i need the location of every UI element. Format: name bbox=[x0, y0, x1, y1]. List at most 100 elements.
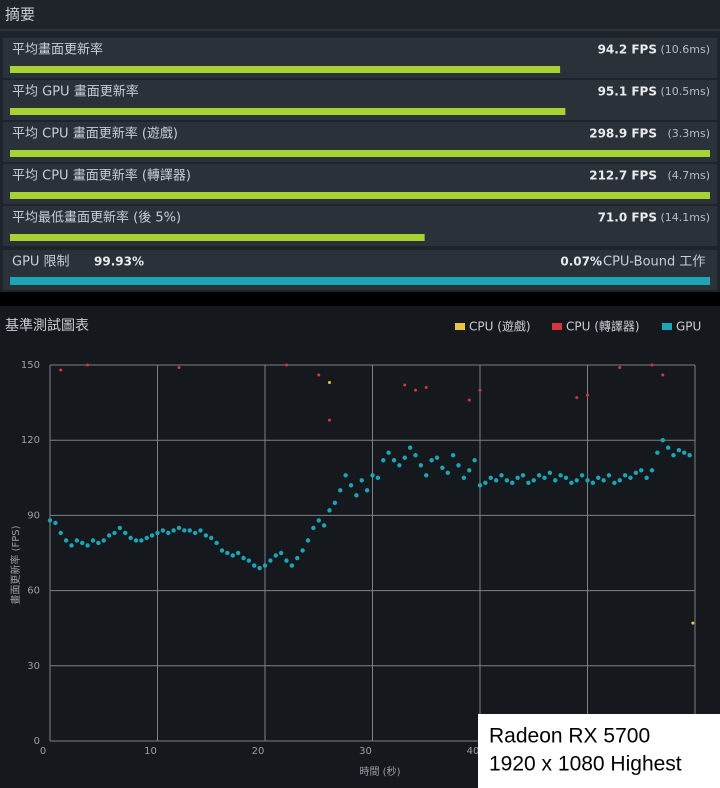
point bbox=[90, 538, 96, 543]
x-axis-label: 時間 (秒) bbox=[360, 765, 401, 778]
point bbox=[477, 483, 483, 488]
legend-swatch bbox=[455, 323, 465, 330]
point bbox=[585, 478, 590, 483]
bar bbox=[10, 234, 425, 241]
row-label: GPU 限制 bbox=[12, 255, 70, 270]
x-tick-label: 10 bbox=[144, 746, 157, 757]
point bbox=[558, 473, 563, 478]
point bbox=[639, 468, 644, 473]
point bbox=[332, 500, 338, 506]
point bbox=[176, 525, 182, 531]
x-tick-label: 20 bbox=[252, 746, 265, 757]
point bbox=[402, 455, 407, 460]
point bbox=[547, 470, 553, 475]
point bbox=[665, 445, 671, 450]
gpu-limit-value: 99.93% bbox=[94, 255, 144, 269]
chart-panel bbox=[0, 306, 720, 788]
point bbox=[375, 475, 381, 480]
point bbox=[472, 458, 477, 463]
point bbox=[671, 453, 676, 458]
point bbox=[69, 543, 74, 548]
y-tick-label: 150 bbox=[21, 360, 40, 371]
point bbox=[252, 563, 257, 568]
point bbox=[450, 453, 456, 458]
summary: 平均畫面更新率 94.2 FPS (10.6ms) 平均 GPU 畫面更新率 95.1 … bbox=[3, 38, 717, 290]
point bbox=[58, 530, 63, 536]
summary-title: 摘要 bbox=[5, 6, 35, 24]
x-tick-label: 30 bbox=[359, 746, 372, 757]
point bbox=[74, 538, 80, 543]
point bbox=[536, 473, 542, 478]
point bbox=[198, 528, 203, 533]
point bbox=[327, 508, 332, 513]
point bbox=[650, 363, 654, 367]
point bbox=[273, 553, 278, 558]
point bbox=[133, 538, 139, 543]
legend-label: GPU bbox=[676, 320, 701, 334]
point bbox=[414, 388, 417, 392]
point bbox=[311, 525, 316, 531]
point bbox=[628, 475, 633, 480]
point bbox=[128, 535, 133, 541]
point bbox=[403, 383, 407, 387]
overlay-line: Radeon RX 5700 bbox=[489, 725, 650, 748]
row-frametime: (4.7ms) bbox=[667, 169, 710, 182]
point bbox=[364, 488, 370, 493]
point bbox=[225, 550, 230, 556]
y-tick-label: 0 bbox=[34, 736, 40, 747]
legend-swatch bbox=[552, 323, 562, 330]
point bbox=[661, 373, 665, 377]
point bbox=[397, 463, 402, 468]
point bbox=[407, 445, 413, 450]
y-tick-label: 30 bbox=[27, 661, 40, 672]
point bbox=[343, 473, 348, 478]
point bbox=[284, 558, 289, 563]
point bbox=[553, 478, 558, 483]
point bbox=[569, 480, 574, 486]
point bbox=[149, 533, 155, 538]
point bbox=[209, 535, 214, 541]
point bbox=[456, 463, 461, 468]
point bbox=[171, 528, 176, 533]
point bbox=[622, 473, 628, 478]
point bbox=[617, 478, 622, 483]
point bbox=[618, 366, 622, 370]
point bbox=[112, 530, 117, 536]
point bbox=[96, 540, 101, 546]
point bbox=[192, 530, 198, 536]
bar bbox=[10, 150, 710, 157]
row-value: 95.1 FPS bbox=[598, 85, 657, 99]
point bbox=[47, 518, 53, 523]
point bbox=[203, 533, 209, 538]
point bbox=[590, 480, 596, 486]
point bbox=[649, 468, 655, 473]
overlay-box bbox=[478, 714, 720, 788]
legend-label: CPU (轉譯器) bbox=[566, 319, 640, 334]
point bbox=[575, 396, 579, 400]
chart-title: 基準測試圖表 bbox=[5, 317, 89, 334]
legend-swatch bbox=[662, 323, 672, 330]
point bbox=[268, 558, 273, 563]
point bbox=[348, 483, 354, 488]
point bbox=[574, 478, 579, 483]
x-tick-label: 40 bbox=[467, 746, 480, 757]
point bbox=[338, 488, 343, 493]
point bbox=[305, 538, 311, 543]
point bbox=[80, 540, 85, 546]
row-label: 平均 CPU 畫面更新率 (轉譯器) bbox=[12, 168, 191, 184]
point bbox=[370, 473, 375, 478]
point bbox=[488, 475, 493, 480]
point bbox=[182, 528, 187, 533]
point bbox=[499, 473, 504, 478]
point bbox=[123, 530, 128, 536]
point bbox=[461, 475, 467, 480]
point bbox=[579, 473, 585, 478]
gap bbox=[0, 292, 720, 306]
y-tick-label: 60 bbox=[27, 586, 40, 597]
point bbox=[682, 450, 687, 455]
point bbox=[219, 548, 225, 553]
row-value: 71.0 FPS bbox=[598, 211, 657, 225]
legend-label: CPU (遊戲) bbox=[469, 319, 531, 334]
point bbox=[166, 530, 171, 536]
